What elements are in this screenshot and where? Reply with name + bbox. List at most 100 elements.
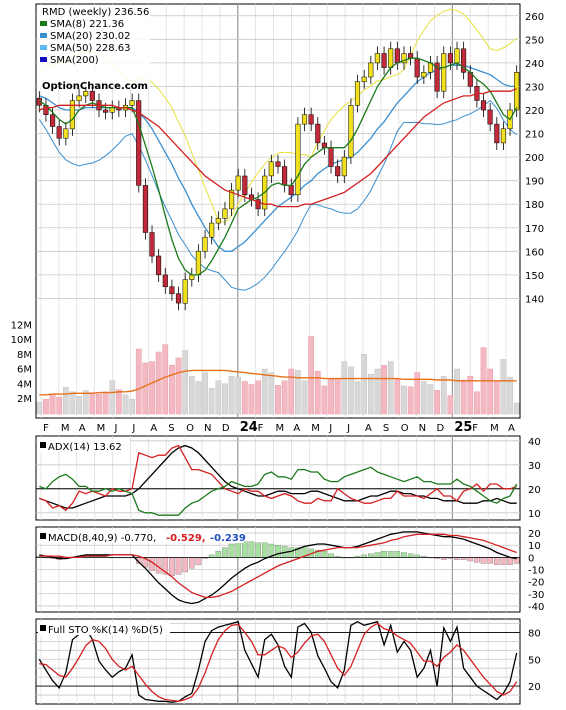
- x-tick-label: M: [490, 423, 499, 434]
- lower-band-line: [38, 99, 518, 291]
- price-tick-label: 240: [525, 59, 544, 70]
- x-tick-label: O: [186, 423, 194, 434]
- volume-bar: [487, 368, 494, 415]
- candle-body: [487, 109, 493, 125]
- candle-body: [394, 48, 400, 64]
- candle-body: [388, 48, 394, 68]
- volume-bar: [421, 381, 427, 415]
- candle-body: [242, 175, 248, 196]
- volume-bar: [248, 384, 255, 415]
- volume-tick-label: 4M: [17, 379, 32, 390]
- volume-bar: [188, 376, 195, 415]
- candle-body: [354, 81, 361, 106]
- volume-bar: [222, 383, 228, 415]
- volume-bar: [115, 389, 122, 415]
- volume-bar: [202, 372, 208, 415]
- volume-bar: [427, 384, 434, 415]
- candle-body: [63, 128, 69, 139]
- macd-histogram-bar: [500, 557, 507, 565]
- volume-bar: [414, 372, 421, 415]
- x-tick-label: M: [97, 423, 106, 434]
- macd-histogram-bar: [255, 542, 261, 558]
- price-tick-label: 140: [525, 294, 544, 305]
- macd-histogram-bar: [175, 557, 182, 575]
- candle-body: [222, 208, 228, 219]
- macd-histogram-bar: [222, 547, 228, 558]
- volume-bar: [314, 371, 321, 415]
- candle-body: [202, 236, 208, 252]
- adx-swatch: [40, 442, 46, 448]
- macd-histogram-bar: [169, 557, 175, 576]
- candle-body: [348, 105, 354, 158]
- macd-histogram-bar: [182, 557, 188, 573]
- adx-tick-label: 30: [528, 461, 541, 472]
- macd-histogram-bar: [387, 551, 394, 558]
- volume-bar: [109, 380, 116, 415]
- volume-bar: [36, 402, 43, 415]
- sma50-line: [39, 88, 517, 208]
- x-tick-label: M: [276, 423, 285, 434]
- stochastic-label-bg: [38, 622, 170, 635]
- candle-body: [288, 185, 294, 196]
- adx-series-line: [39, 444, 517, 512]
- candle-body: [401, 53, 407, 64]
- volume-bar: [440, 376, 447, 415]
- volume-bar: [394, 379, 401, 415]
- x-tick-label: S: [168, 423, 174, 434]
- candle-body: [447, 53, 453, 64]
- volume-bar: [341, 361, 348, 415]
- volume-bar: [255, 380, 262, 415]
- macd-tick-label: -40: [528, 602, 544, 613]
- macd-histogram-label: -0.239: [210, 533, 246, 544]
- x-tick-label: 25: [454, 420, 472, 435]
- volume-bar: [513, 402, 520, 415]
- volume-bar: [295, 370, 301, 415]
- volume-tick-label: 6M: [17, 365, 32, 376]
- x-tick-label: N: [204, 423, 211, 434]
- macd-histogram-bar: [480, 557, 487, 564]
- x-tick-label: A: [365, 423, 372, 434]
- macd-tick-label: 10: [528, 541, 541, 552]
- candle-body: [136, 100, 142, 186]
- volume-panel: 12M 10M 8M 6M 4M 2M: [11, 320, 520, 415]
- candle-body: [89, 90, 95, 101]
- macd-histogram-bar: [321, 551, 328, 558]
- volume-bar: [175, 357, 182, 415]
- volume-bar: [241, 381, 248, 415]
- volume-bar: [401, 385, 407, 415]
- candle-body: [500, 128, 506, 144]
- x-tick-label: J: [114, 423, 118, 434]
- candle-body: [434, 62, 440, 92]
- candle-body: [142, 185, 148, 233]
- volume-bar: [82, 390, 89, 415]
- macd-label-bg: [38, 530, 244, 543]
- volume-bar: [434, 390, 441, 415]
- macd-histogram-bar: [440, 557, 447, 560]
- macd-histogram-bar: [368, 553, 374, 558]
- price-tick-label: 180: [525, 200, 544, 211]
- macd-histogram-bar: [401, 552, 407, 558]
- adx-series-line: [39, 444, 517, 509]
- price-tick-label: 220: [525, 106, 544, 117]
- price-tick-label: 200: [525, 153, 544, 164]
- volume-bar: [500, 359, 507, 415]
- candle-body: [182, 279, 188, 304]
- macd-label: MACD(8,40,9) -0.770,: [48, 533, 156, 544]
- candle-body: [328, 147, 334, 167]
- macd-histogram-bar: [493, 557, 500, 565]
- volume-bar: [261, 368, 268, 415]
- candle-body: [381, 53, 387, 68]
- candle-body: [421, 72, 427, 78]
- legend-swatch: [40, 45, 47, 50]
- volume-bar: [215, 380, 222, 415]
- volume-bar: [368, 373, 374, 415]
- macd-histogram-bar: [195, 557, 202, 565]
- x-tick-label: F: [258, 423, 264, 434]
- candle-body: [209, 222, 215, 238]
- candle-body: [408, 53, 414, 59]
- price-tick-label: 170: [525, 224, 544, 235]
- x-tick-label: N: [419, 423, 426, 434]
- x-tick-label: F: [472, 423, 478, 434]
- candle-body: [461, 48, 467, 73]
- volume-bar: [281, 380, 288, 415]
